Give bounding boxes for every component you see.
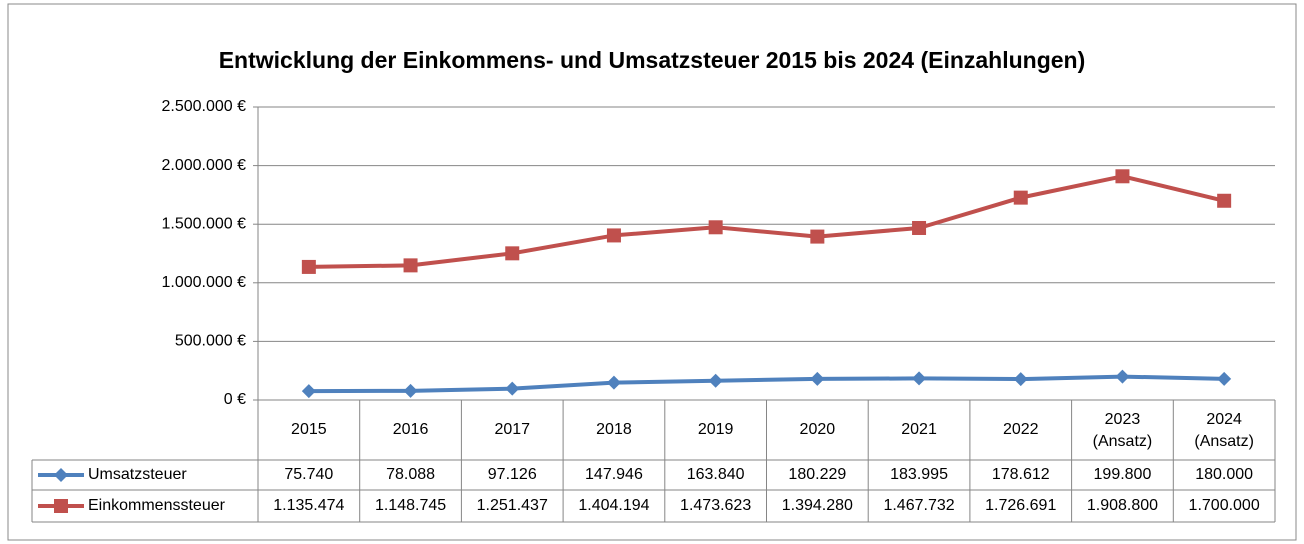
marker: [912, 220, 927, 235]
y-tick-label: 2.500.000 €: [161, 98, 246, 115]
marker: [606, 228, 621, 243]
marker: [54, 499, 68, 513]
marker: [810, 229, 825, 244]
x-tick-label: 2019: [698, 421, 734, 438]
x-tick-label: 2023 (Ansatz): [1093, 411, 1153, 450]
x-tick-label: 2024 (Ansatz): [1194, 411, 1254, 450]
value-label: 78.088: [386, 466, 435, 483]
value-label: 1.726.691: [985, 497, 1056, 514]
marker: [708, 220, 723, 235]
marker: [810, 371, 825, 386]
value-label: 1.467.732: [883, 497, 954, 514]
value-label: 75.740: [284, 466, 333, 483]
value-label: 180.000: [1195, 466, 1253, 483]
x-tick-label-line: (Ansatz): [1194, 433, 1254, 450]
value-label: 1.908.800: [1087, 497, 1158, 514]
y-tick-label: 1.000.000 €: [161, 274, 246, 291]
value-label: 180.229: [788, 466, 846, 483]
marker: [1013, 372, 1028, 387]
y-tick-label: 500.000 €: [175, 333, 246, 350]
marker: [301, 384, 316, 399]
marker: [301, 259, 316, 274]
value-label: 147.946: [585, 466, 643, 483]
marker: [505, 246, 520, 261]
x-tick-label: 2018: [596, 421, 632, 438]
x-tick-label: 2016: [393, 421, 429, 438]
value-label: 1.394.280: [782, 497, 853, 514]
legend-label: Einkommenssteuer: [88, 497, 226, 514]
marker: [1217, 193, 1232, 208]
x-tick-label: 2015: [291, 421, 327, 438]
marker: [912, 371, 927, 386]
y-tick-label: 0 €: [224, 391, 246, 408]
value-label: 1.473.623: [680, 497, 751, 514]
value-label: 163.840: [687, 466, 745, 483]
marker: [403, 383, 418, 398]
x-tick-label-line: (Ansatz): [1093, 433, 1153, 450]
marker: [1115, 369, 1130, 384]
x-tick-label-line: 2024: [1206, 411, 1242, 428]
marker: [1217, 371, 1232, 386]
value-label: 1.135.474: [273, 497, 344, 514]
marker: [606, 375, 621, 390]
x-tick-label-line: 2023: [1105, 411, 1141, 428]
value-label: 1.404.194: [578, 497, 649, 514]
marker: [505, 381, 520, 396]
value-label: 178.612: [992, 466, 1050, 483]
y-tick-label: 2.000.000 €: [161, 157, 246, 174]
value-label: 1.251.437: [477, 497, 548, 514]
marker: [54, 468, 68, 482]
series-line: [308, 374, 1225, 394]
value-label: 1.148.745: [375, 497, 446, 514]
value-label: 1.700.000: [1189, 497, 1260, 514]
marker: [1115, 169, 1130, 184]
x-tick-label: 2020: [800, 421, 836, 438]
x-tick-label: 2022: [1003, 421, 1039, 438]
marker: [708, 373, 723, 388]
y-tick-label: 1.500.000 €: [161, 215, 246, 232]
chart-border: [7, 3, 1297, 541]
series-line: [308, 174, 1225, 269]
x-tick-label: 2017: [494, 421, 530, 438]
legend-label: Umsatzsteuer: [88, 466, 187, 483]
marker: [1013, 190, 1028, 205]
value-label: 199.800: [1094, 466, 1152, 483]
value-label: 97.126: [488, 466, 537, 483]
marker: [403, 258, 418, 273]
value-label: 183.995: [890, 466, 948, 483]
x-tick-label: 2021: [901, 421, 937, 438]
chart-title: Entwicklung der Einkommens- und Umsatzst…: [219, 47, 1086, 73]
